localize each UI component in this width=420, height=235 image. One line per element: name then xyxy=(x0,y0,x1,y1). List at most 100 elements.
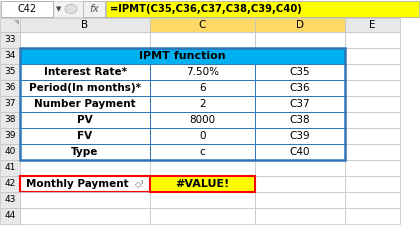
Bar xyxy=(20,192,150,208)
Bar xyxy=(0,64,20,80)
Bar xyxy=(150,32,255,48)
Bar xyxy=(20,96,150,112)
Bar xyxy=(83,1,105,17)
Bar xyxy=(20,18,150,32)
Bar xyxy=(255,176,345,192)
Text: 42: 42 xyxy=(4,180,16,188)
Bar xyxy=(150,192,255,208)
Text: Monthly Payment: Monthly Payment xyxy=(26,179,129,189)
Text: Type: Type xyxy=(71,147,99,157)
Bar xyxy=(150,160,255,176)
Bar xyxy=(20,48,345,64)
Bar xyxy=(255,80,345,96)
Text: #VALUE!: #VALUE! xyxy=(176,179,230,189)
Bar xyxy=(255,32,345,48)
Bar xyxy=(345,144,400,160)
Bar xyxy=(20,144,150,160)
Bar xyxy=(255,192,345,208)
Bar xyxy=(0,80,20,96)
Text: 35: 35 xyxy=(4,67,16,77)
Bar xyxy=(0,1,420,17)
Text: =IPMT(C35,C36,C37,C38,C39,C40): =IPMT(C35,C36,C37,C38,C39,C40) xyxy=(110,4,302,14)
Bar xyxy=(0,18,20,32)
Bar xyxy=(345,48,400,64)
Text: FV: FV xyxy=(77,131,92,141)
Bar xyxy=(345,112,400,128)
Text: 34: 34 xyxy=(4,51,16,60)
Ellipse shape xyxy=(65,4,77,13)
Text: C35: C35 xyxy=(290,67,310,77)
Bar xyxy=(20,208,150,224)
Bar xyxy=(20,176,150,192)
Text: 7.50%: 7.50% xyxy=(186,67,219,77)
Bar xyxy=(150,128,255,144)
Bar xyxy=(255,18,345,32)
Bar xyxy=(255,96,345,112)
Text: 41: 41 xyxy=(4,164,16,172)
Text: fx: fx xyxy=(89,4,99,14)
Text: IPMT function: IPMT function xyxy=(139,51,226,61)
Bar xyxy=(150,176,255,192)
Text: E: E xyxy=(369,20,376,30)
Text: B: B xyxy=(81,20,89,30)
Text: c: c xyxy=(200,147,205,157)
Text: Number Payment: Number Payment xyxy=(34,99,136,109)
Text: C40: C40 xyxy=(290,147,310,157)
Text: 37: 37 xyxy=(4,99,16,109)
Text: 38: 38 xyxy=(4,115,16,125)
Text: Interest Rate*: Interest Rate* xyxy=(44,67,126,77)
Bar xyxy=(345,64,400,80)
Bar xyxy=(255,64,345,80)
Text: 36: 36 xyxy=(4,83,16,93)
Bar xyxy=(150,64,255,80)
Bar xyxy=(20,112,150,128)
Text: C37: C37 xyxy=(290,99,310,109)
Bar xyxy=(150,144,255,160)
Text: ◇!: ◇! xyxy=(135,180,145,188)
Text: 43: 43 xyxy=(4,196,16,204)
Text: 2: 2 xyxy=(199,99,206,109)
Text: PV: PV xyxy=(77,115,93,125)
Bar xyxy=(20,64,150,80)
Bar xyxy=(255,208,345,224)
Text: 39: 39 xyxy=(4,132,16,141)
Text: 44: 44 xyxy=(4,212,16,220)
Bar xyxy=(0,48,20,64)
Bar xyxy=(1,1,53,17)
Bar xyxy=(255,160,345,176)
Text: C36: C36 xyxy=(290,83,310,93)
Bar xyxy=(0,160,20,176)
Bar xyxy=(20,80,150,96)
Bar xyxy=(20,48,345,160)
Text: 40: 40 xyxy=(4,148,16,157)
Bar xyxy=(345,96,400,112)
Text: C38: C38 xyxy=(290,115,310,125)
Bar xyxy=(0,96,20,112)
Bar xyxy=(20,128,150,144)
Text: C42: C42 xyxy=(18,4,37,14)
Bar xyxy=(150,80,255,96)
Bar xyxy=(0,32,20,48)
Text: Period(In months)*: Period(In months)* xyxy=(29,83,141,93)
Bar xyxy=(345,160,400,176)
Bar xyxy=(0,176,20,192)
Bar xyxy=(255,128,345,144)
Bar xyxy=(20,160,150,176)
Bar xyxy=(345,80,400,96)
Bar xyxy=(0,128,20,144)
Bar xyxy=(255,144,345,160)
Bar xyxy=(150,18,255,32)
Text: C: C xyxy=(199,20,206,30)
Bar xyxy=(20,32,150,48)
Bar xyxy=(255,112,345,128)
Bar xyxy=(150,112,255,128)
Text: 33: 33 xyxy=(4,35,16,44)
Polygon shape xyxy=(14,20,19,25)
Text: C39: C39 xyxy=(290,131,310,141)
Bar xyxy=(345,192,400,208)
Text: 0: 0 xyxy=(199,131,206,141)
Bar xyxy=(150,208,255,224)
Bar xyxy=(0,208,20,224)
Bar xyxy=(345,176,400,192)
Text: 8000: 8000 xyxy=(189,115,215,125)
